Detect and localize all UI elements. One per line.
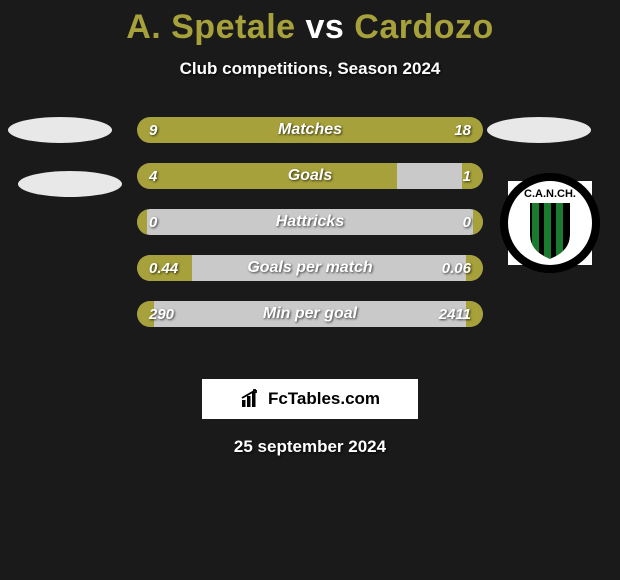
bar-chart-icon bbox=[240, 388, 262, 410]
fctables-branding: FcTables.com bbox=[202, 379, 418, 419]
stat-bar-row: 918Matches bbox=[137, 117, 483, 143]
player2-avatar-placeholder bbox=[487, 117, 591, 143]
stat-label: Min per goal bbox=[137, 301, 483, 327]
svg-text:C.A.N.CH.: C.A.N.CH. bbox=[524, 188, 576, 200]
comparison-title: A. Spetale vs Cardozo bbox=[0, 0, 620, 47]
fctables-label: FcTables.com bbox=[268, 389, 380, 409]
stat-bar-row: 2902411Min per goal bbox=[137, 301, 483, 327]
subtitle: Club competitions, Season 2024 bbox=[0, 59, 620, 79]
vs-text: vs bbox=[296, 8, 355, 46]
player1-avatar-placeholder-1 bbox=[8, 117, 112, 143]
player1-name: A. Spetale bbox=[126, 8, 295, 46]
stat-bar-row: 00Hattricks bbox=[137, 209, 483, 235]
stat-bar-row: 0.440.06Goals per match bbox=[137, 255, 483, 281]
stat-label: Goals per match bbox=[137, 255, 483, 281]
club-badge: C.A.N.CH. C.A.N.CH. bbox=[500, 173, 600, 273]
club-badge-svg: C.A.N.CH. C.A.N.CH. bbox=[500, 173, 600, 273]
player1-avatar-placeholder-2 bbox=[18, 171, 122, 197]
stat-label: Goals bbox=[137, 163, 483, 189]
stat-label: Hattricks bbox=[137, 209, 483, 235]
stats-area: C.A.N.CH. C.A.N.CH. 918Matches 41Goals 00H… bbox=[0, 117, 620, 367]
date-text: 25 september 2024 bbox=[0, 437, 620, 457]
stat-bar-row: 41Goals bbox=[137, 163, 483, 189]
stat-bars: 918Matches 41Goals 00Hattricks 0.440.06Goal… bbox=[137, 117, 483, 347]
stat-label: Matches bbox=[137, 117, 483, 143]
player2-name: Cardozo bbox=[354, 8, 494, 46]
